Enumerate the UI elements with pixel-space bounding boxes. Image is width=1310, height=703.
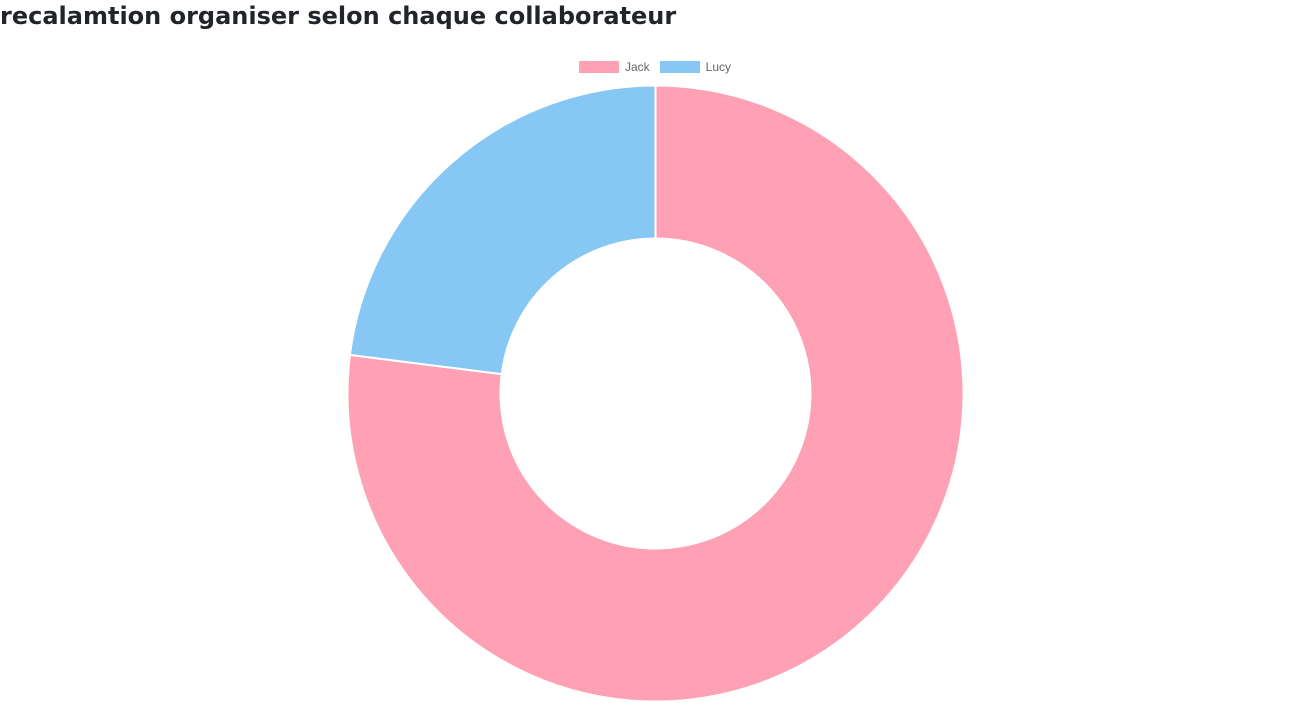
page-title: recalamtion organiser selon chaque colla… [0,2,677,30]
legend-label-jack: Jack [624,60,650,74]
chart-legend: Jack Lucy [0,59,1310,75]
legend-swatch-lucy [659,61,700,73]
legend-label-lucy: Lucy [705,60,732,74]
legend-swatch-jack [578,61,619,73]
legend-item-jack[interactable]: Jack [578,59,650,75]
legend-item-lucy[interactable]: Lucy [659,59,732,75]
doughnut-slices [346,84,965,703]
slice-lucy[interactable] [348,84,657,376]
slice-jack[interactable] [346,84,965,703]
